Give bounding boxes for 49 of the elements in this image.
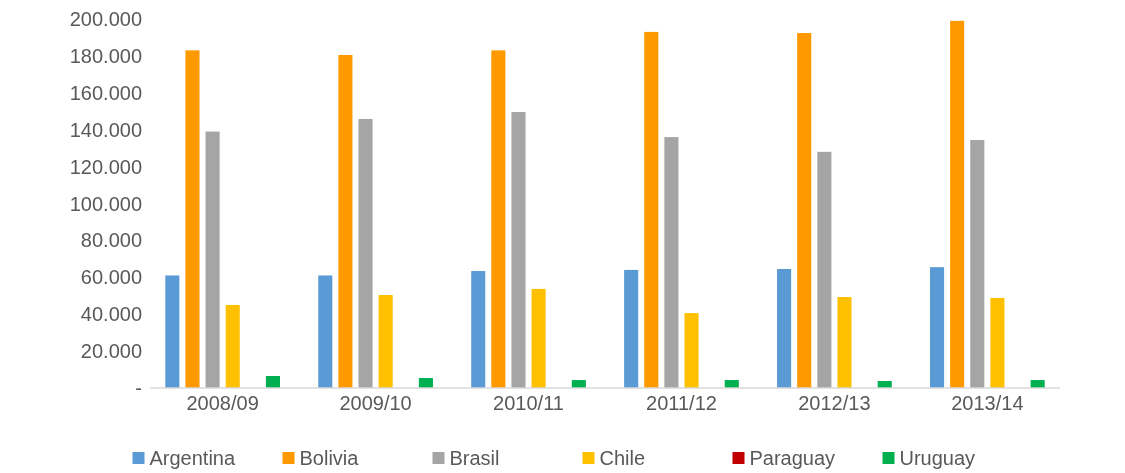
y-tick-label: 80.000 bbox=[80, 229, 142, 252]
x-tick-label: 2011/12 bbox=[646, 392, 717, 414]
y-tick-label: 200.000 bbox=[69, 8, 142, 30]
bar bbox=[185, 50, 200, 388]
bar bbox=[624, 269, 639, 388]
bar bbox=[225, 304, 240, 388]
y-tick-label: 180.000 bbox=[69, 44, 142, 67]
bar bbox=[837, 297, 852, 388]
bar bbox=[950, 20, 965, 388]
bar bbox=[265, 376, 280, 388]
y-tick-label: 140.000 bbox=[69, 118, 142, 141]
bar bbox=[797, 33, 812, 388]
legend-label: Chile bbox=[599, 447, 646, 469]
bar bbox=[684, 313, 699, 388]
y-tick-label: 120.000 bbox=[69, 155, 142, 178]
bar bbox=[644, 31, 659, 388]
legend-label: Bolivia bbox=[299, 447, 360, 469]
legend-label: Brasil bbox=[449, 447, 500, 469]
bar bbox=[777, 269, 792, 388]
legend-label: Paraguay bbox=[749, 447, 836, 469]
x-tick-label: 2010/11 bbox=[493, 392, 564, 414]
bar bbox=[817, 151, 832, 388]
x-tick-label: 2008/09 bbox=[186, 392, 259, 414]
legend-label: Uruguay bbox=[899, 447, 976, 469]
bar bbox=[970, 140, 985, 388]
bar bbox=[511, 111, 526, 388]
y-tick-label: - bbox=[135, 377, 142, 399]
bar bbox=[165, 275, 180, 388]
bar bbox=[930, 267, 945, 388]
bar bbox=[990, 297, 1005, 388]
bar bbox=[318, 275, 333, 388]
y-tick-label: 100.000 bbox=[69, 192, 142, 215]
bar bbox=[205, 131, 220, 388]
bar bbox=[378, 295, 393, 388]
y-tick-label: 60.000 bbox=[80, 266, 142, 289]
bar bbox=[338, 54, 353, 388]
x-tick-label: 2012/13 bbox=[798, 392, 871, 414]
bar bbox=[531, 288, 546, 388]
bar bbox=[358, 119, 373, 388]
bar bbox=[418, 378, 433, 388]
bar bbox=[664, 137, 679, 388]
x-tick-label: 2013/14 bbox=[951, 392, 1024, 414]
bar bbox=[491, 50, 506, 388]
y-tick-label: 40.000 bbox=[80, 303, 142, 326]
y-tick-label: 160.000 bbox=[69, 81, 142, 104]
y-tick-label: 20.000 bbox=[80, 340, 142, 363]
legend-label: Argentina bbox=[149, 447, 236, 469]
x-tick-label: 2009/10 bbox=[339, 392, 412, 414]
bar bbox=[471, 271, 486, 388]
